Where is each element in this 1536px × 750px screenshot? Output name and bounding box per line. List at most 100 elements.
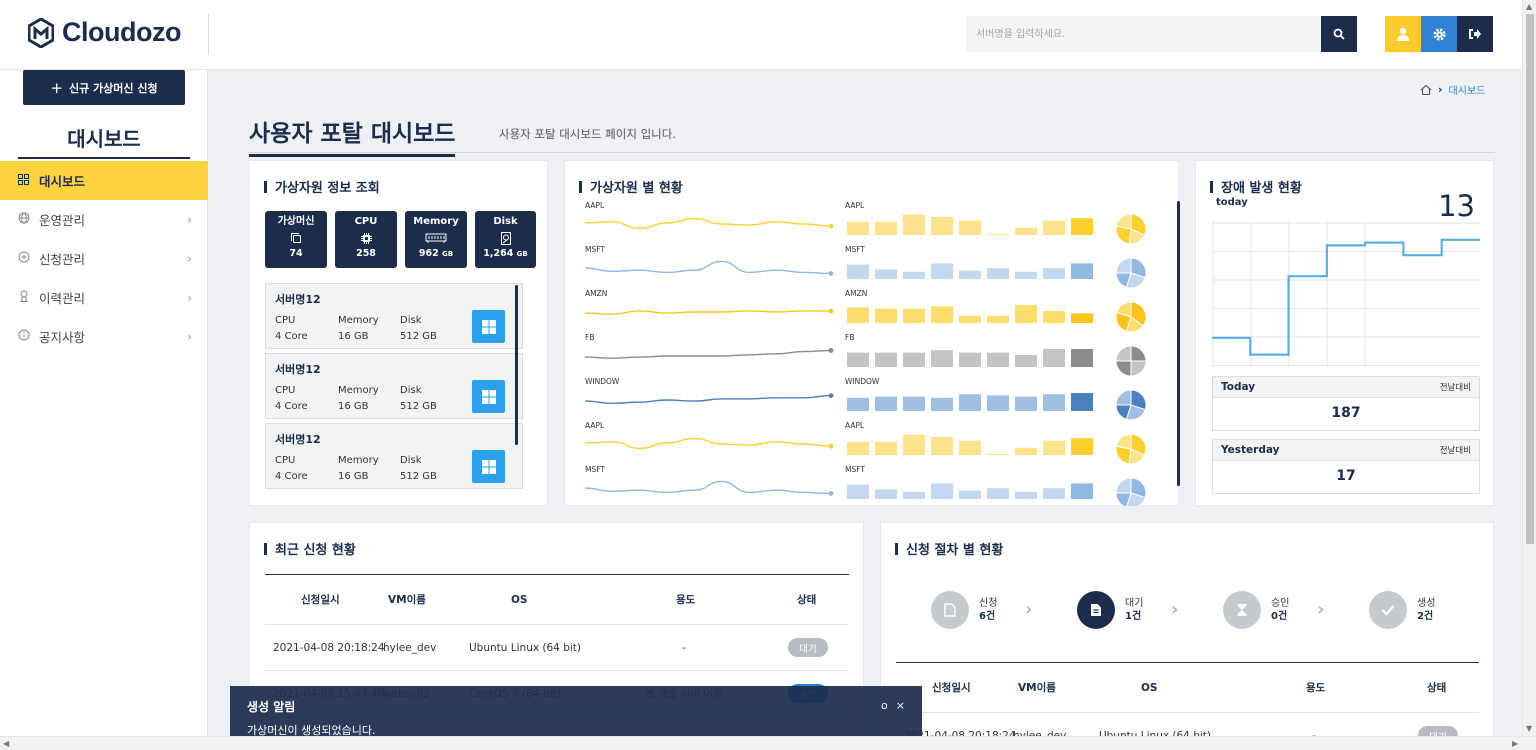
toast-message: 가상머신이 생성되었습니다. — [247, 724, 376, 737]
bar — [875, 441, 897, 455]
scroll-left-icon[interactable]: ◀ — [3, 739, 10, 748]
scrollbar-thumb[interactable] — [1526, 14, 1534, 544]
table-row[interactable]: 2021-04-08 20:18:24 hylee_dev Ubuntu Lin… — [265, 625, 849, 671]
bar — [847, 484, 869, 499]
bar — [1043, 488, 1065, 499]
logo-text: Cloudozo — [62, 17, 181, 47]
bar — [959, 440, 981, 455]
disk-label: Disk — [400, 455, 422, 466]
sidebar-menu: 대시보드 운영관리 › 신청관리 › 이력관리 › — [0, 161, 208, 356]
sidebar-title: 대시보드 — [18, 123, 190, 159]
cpu-label: CPU — [275, 385, 296, 396]
windows-icon — [472, 380, 505, 413]
pie-slice — [1115, 257, 1132, 274]
table-header: 신청일시 VM이름 OS 용도 상태 — [265, 575, 849, 625]
cpu-label: CPU — [275, 455, 296, 466]
vertical-scrollbar[interactable]: ▲ ▼ — [1522, 0, 1536, 736]
logout-button[interactable] — [1457, 16, 1493, 52]
bar-label: MSFT — [845, 245, 865, 254]
pie-slice — [1130, 477, 1147, 499]
search-button[interactable] — [1321, 16, 1357, 52]
chevron-right-icon: › — [187, 251, 192, 266]
bar — [1071, 393, 1093, 411]
col-os: OS — [1141, 681, 1158, 694]
card-title: 최근 신청 현황 — [264, 539, 356, 558]
server-list[interactable]: 서버명12 CPU 4 Core Memory 16 GB Disk 512 GB 서… — [265, 283, 523, 495]
pie-slice — [1115, 345, 1132, 362]
cloudozo-logo-icon — [28, 17, 54, 48]
logout-icon — [1469, 29, 1481, 39]
step-request[interactable]: 신청 6건 — [931, 591, 997, 629]
pie-slice — [1130, 345, 1147, 362]
list-item[interactable]: 서버명12 CPU 4 Core Memory 16 GB Disk 512 GB — [265, 353, 523, 419]
step-approved[interactable]: 승인 0건 — [1223, 591, 1289, 629]
bar-label: AAPL — [845, 201, 865, 210]
settings-button[interactable] — [1421, 16, 1457, 52]
step-text: 생성 2건 — [1417, 597, 1435, 623]
scroll-up-icon[interactable]: ▲ — [1526, 2, 1533, 11]
server-list-scrollbar[interactable] — [515, 285, 518, 445]
gear-icon — [1432, 27, 1446, 41]
stat-compare: 전날대비 — [1439, 383, 1471, 393]
bar — [875, 269, 897, 279]
logo[interactable]: Cloudozo — [28, 17, 181, 48]
sidebar-item-operations[interactable]: 운영관리 › — [0, 200, 208, 239]
sidebar-item-label: 신청관리 — [39, 252, 86, 267]
bar-label: FB — [845, 333, 855, 342]
toast-close-button[interactable]: × — [895, 699, 905, 712]
pie-slice — [1130, 360, 1147, 377]
sparkline-line — [585, 310, 831, 315]
sidebar-item-notices[interactable]: 공지사항 › — [0, 317, 208, 356]
process-status-card: 신청 절차 별 현황 신청 6건 › 대기 1건 › 승인 0건 › 생성 2건 신청일… — [880, 522, 1494, 750]
sparkline-label: MSFT — [585, 465, 605, 474]
step-text: 대기 1건 — [1125, 597, 1143, 623]
user-button[interactable] — [1385, 16, 1421, 52]
stat-header: Today 전날대비 — [1213, 377, 1479, 398]
pie-slice — [1115, 477, 1132, 494]
search-input[interactable] — [966, 16, 1321, 52]
sidebar-item-label: 운영관리 — [39, 213, 86, 228]
sparkline-line — [585, 349, 832, 359]
chevron-right-icon: › — [1317, 599, 1325, 620]
horizontal-scrollbar[interactable]: ◀ ▶ — [0, 736, 1536, 750]
new-vm-request-button[interactable]: + 신규 가상머신 신청 — [23, 70, 185, 105]
cell-os: Ubuntu Linux (64 bit) — [469, 641, 581, 654]
pie-slice — [1115, 433, 1132, 450]
scroll-down-icon[interactable]: ▼ — [1526, 724, 1533, 733]
sidebar-item-requests[interactable]: 신청관리 › — [0, 239, 208, 278]
sparkline-endpoint — [828, 223, 834, 229]
plus-circle-icon — [18, 251, 32, 266]
sparkline-endpoint — [828, 271, 834, 276]
step-created[interactable]: 생성 2건 — [1369, 591, 1435, 629]
home-icon[interactable] — [1420, 84, 1432, 96]
sparkline-scrollbar[interactable] — [1177, 201, 1180, 486]
bar — [875, 396, 897, 411]
cell-use: - — [682, 641, 686, 654]
sparkline-endpoint — [828, 393, 834, 398]
disk-value: 512 GB — [400, 331, 437, 342]
memory-icon — [405, 229, 467, 247]
grid-icon — [18, 173, 32, 188]
sparkline-label: MSFT — [585, 245, 605, 254]
sparkline-graphics — [585, 213, 1147, 245]
list-item[interactable]: 서버명12 CPU 4 Core Memory 16 GB Disk 512 GB — [265, 283, 523, 349]
sparkline-graphics — [585, 477, 1147, 506]
bar — [987, 352, 1009, 367]
sidebar-item-label: 공지사항 — [39, 330, 86, 345]
sidebar-item-dashboard[interactable]: 대시보드 — [0, 161, 208, 200]
scroll-right-icon[interactable]: ▶ — [1512, 739, 1519, 748]
search-icon — [1333, 28, 1345, 40]
breadcrumb-current[interactable]: 대시보드 — [1448, 86, 1486, 97]
bar — [875, 221, 897, 235]
sparkline-graphics — [585, 257, 1147, 289]
list-item[interactable]: 서버명12 CPU 4 Core Memory 16 GB Disk 512 GB — [265, 423, 523, 489]
step-waiting[interactable]: 대기 1건 — [1077, 591, 1143, 629]
cpu-value: 4 Core — [275, 331, 308, 342]
sidebar-item-history[interactable]: 이력관리 › — [0, 278, 208, 317]
toast-minimize-button[interactable]: o — [881, 699, 888, 712]
bar — [987, 233, 1009, 235]
bar — [931, 437, 953, 455]
memory-value: 16 GB — [338, 401, 369, 412]
bar — [847, 307, 869, 323]
col-vm: VM이름 — [388, 594, 426, 606]
